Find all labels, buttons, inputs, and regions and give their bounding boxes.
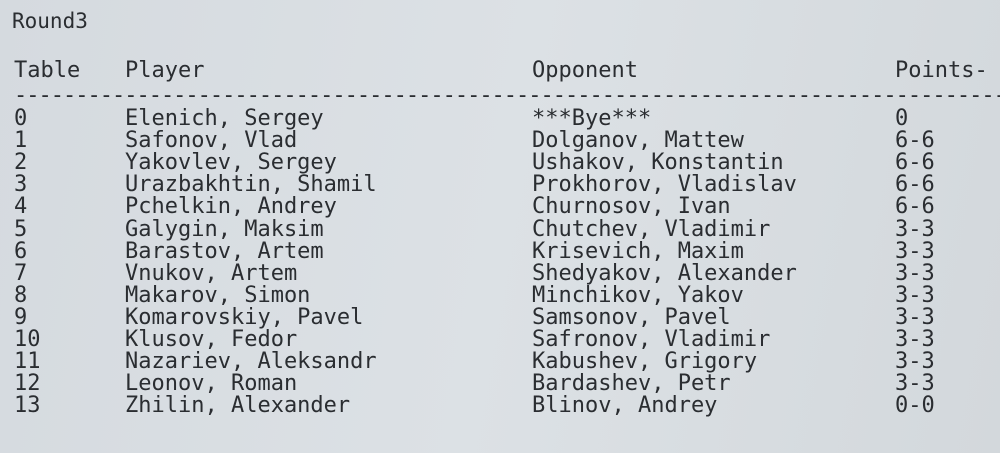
- cell-opponent: Churnosov, Ivan: [532, 194, 731, 220]
- table-row: 3 Urazbakhtin, Shamil Prokhorov, Vladislav…: [0, 174, 1000, 196]
- cell-player: Galygin, Maksim: [125, 216, 324, 242]
- cell-player: Urazbakhtin, Shamil: [125, 172, 377, 198]
- cell-opponent: Blinov, Andrey: [532, 393, 718, 419]
- table-row: 8 Makarov, Simon Minchikov, Yakov 3-3: [0, 282, 1000, 308]
- cell-opponent: Dolganov, Mattew: [532, 128, 744, 154]
- cell-player: Vnukov, Artem: [125, 260, 298, 286]
- header-points: Points-: [895, 58, 988, 83]
- cell-opponent: Bardashev, Petr: [532, 371, 731, 397]
- cell-table: 3: [14, 172, 28, 198]
- cell-table: 12: [14, 371, 41, 397]
- cell-opponent: Ushakov, Konstantin: [532, 150, 784, 176]
- cell-player: Zhilin, Alexander: [125, 393, 351, 419]
- table-row: 11 Nazariev, Aleksandr Kabushev, Grigory 3-…: [0, 351, 1000, 373]
- cell-points: 3-3: [895, 327, 935, 352]
- cell-opponent: Krisevich, Maxim: [532, 238, 744, 264]
- table-row: 9 Komarovskiy, Pavel Samsonov, Pavel 3-3: [0, 304, 1000, 330]
- cell-player: Elenich, Sergey: [125, 106, 324, 131]
- table-row: 6 Barastov, Artem Krisevich, Maxim 3-3: [0, 238, 1000, 264]
- round-title: Round3: [12, 9, 88, 33]
- cell-points: 3-3: [895, 304, 935, 330]
- cell-points: 3-3: [895, 260, 935, 286]
- cell-points: 3-3: [895, 349, 935, 375]
- cell-player: Nazariev, Aleksandr: [125, 349, 377, 375]
- cell-opponent: Safronov, Vladimir: [532, 327, 771, 352]
- cell-points: 3-3: [895, 282, 935, 308]
- cell-points: 6-6: [895, 194, 935, 220]
- cell-opponent: Shedyakov, Alexander: [532, 260, 797, 286]
- separator-line: ----------------------------------------…: [14, 85, 1000, 107]
- header-table: Table: [14, 58, 81, 83]
- table-row: 7 Vnukov, Artem Shedyakov, Alexander 3-3: [0, 260, 1000, 286]
- cell-opponent: Chutchev, Vladimir: [532, 216, 771, 242]
- cell-points: 3-3: [895, 216, 935, 242]
- cell-points: 3-3: [895, 371, 935, 397]
- cell-table: 5: [14, 216, 28, 242]
- table-row: 13 Zhilin, Alexander Blinov, Andrey 0-0: [0, 395, 1000, 417]
- table-row: 5 Galygin, Maksim Chutchev, Vladimir 3-3: [0, 216, 1000, 242]
- cell-points: 0: [895, 106, 909, 131]
- cell-table: 1: [14, 128, 28, 154]
- cell-table: 4: [14, 194, 28, 220]
- cell-points: 6-6: [895, 172, 935, 198]
- cell-opponent: Minchikov, Yakov: [532, 282, 744, 308]
- table-row: 2 Yakovlev, Sergey Ushakov, Konstantin 6-6: [0, 152, 1000, 174]
- cell-table: 0: [14, 106, 28, 131]
- table-row: 1 Safonov, Vlad Dolganov, Mattew 6-6: [0, 130, 1000, 152]
- cell-player: Safonov, Vlad: [125, 128, 298, 154]
- cell-player: Leonov, Roman: [125, 371, 298, 397]
- cell-table: 13: [14, 393, 41, 419]
- cell-opponent: Samsonov, Pavel: [532, 304, 731, 330]
- cell-opponent: ***Bye***: [532, 106, 652, 131]
- cell-table: 8: [14, 282, 28, 308]
- cell-table: 7: [14, 260, 28, 286]
- table-row: 10 Klusov, Fedor Safronov, Vladimir 3-3: [0, 329, 1000, 351]
- cell-table: 11: [14, 349, 41, 375]
- cell-player: Klusov, Fedor: [125, 327, 298, 352]
- cell-opponent: Prokhorov, Vladislav: [532, 172, 797, 198]
- table-row: 0 Elenich, Sergey ***Bye*** 0: [0, 108, 1000, 130]
- cell-points: 3-3: [895, 238, 935, 264]
- cell-table: 9: [14, 304, 28, 330]
- cell-opponent: Kabushev, Grigory: [532, 349, 758, 375]
- cell-points: 6-6: [895, 150, 935, 176]
- cell-player: Makarov, Simon: [125, 282, 311, 308]
- cell-table: 6: [14, 238, 28, 264]
- cell-player: Pchelkin, Andrey: [125, 194, 337, 220]
- cell-table: 10: [14, 327, 41, 352]
- cell-player: Yakovlev, Sergey: [125, 150, 337, 176]
- table-row: 4 Pchelkin, Andrey Churnosov, Ivan 6-6: [0, 196, 1000, 218]
- cell-player: Komarovskiy, Pavel: [125, 304, 364, 330]
- cell-table: 2: [14, 150, 28, 176]
- cell-player: Barastov, Artem: [125, 238, 324, 264]
- header-opponent: Opponent: [532, 58, 638, 83]
- cell-points: 0-0: [895, 393, 935, 419]
- table-row: 12 Leonov, Roman Bardashev, Petr 3-3: [0, 373, 1000, 395]
- cell-points: 6-6: [895, 128, 935, 154]
- header-player: Player: [125, 58, 205, 83]
